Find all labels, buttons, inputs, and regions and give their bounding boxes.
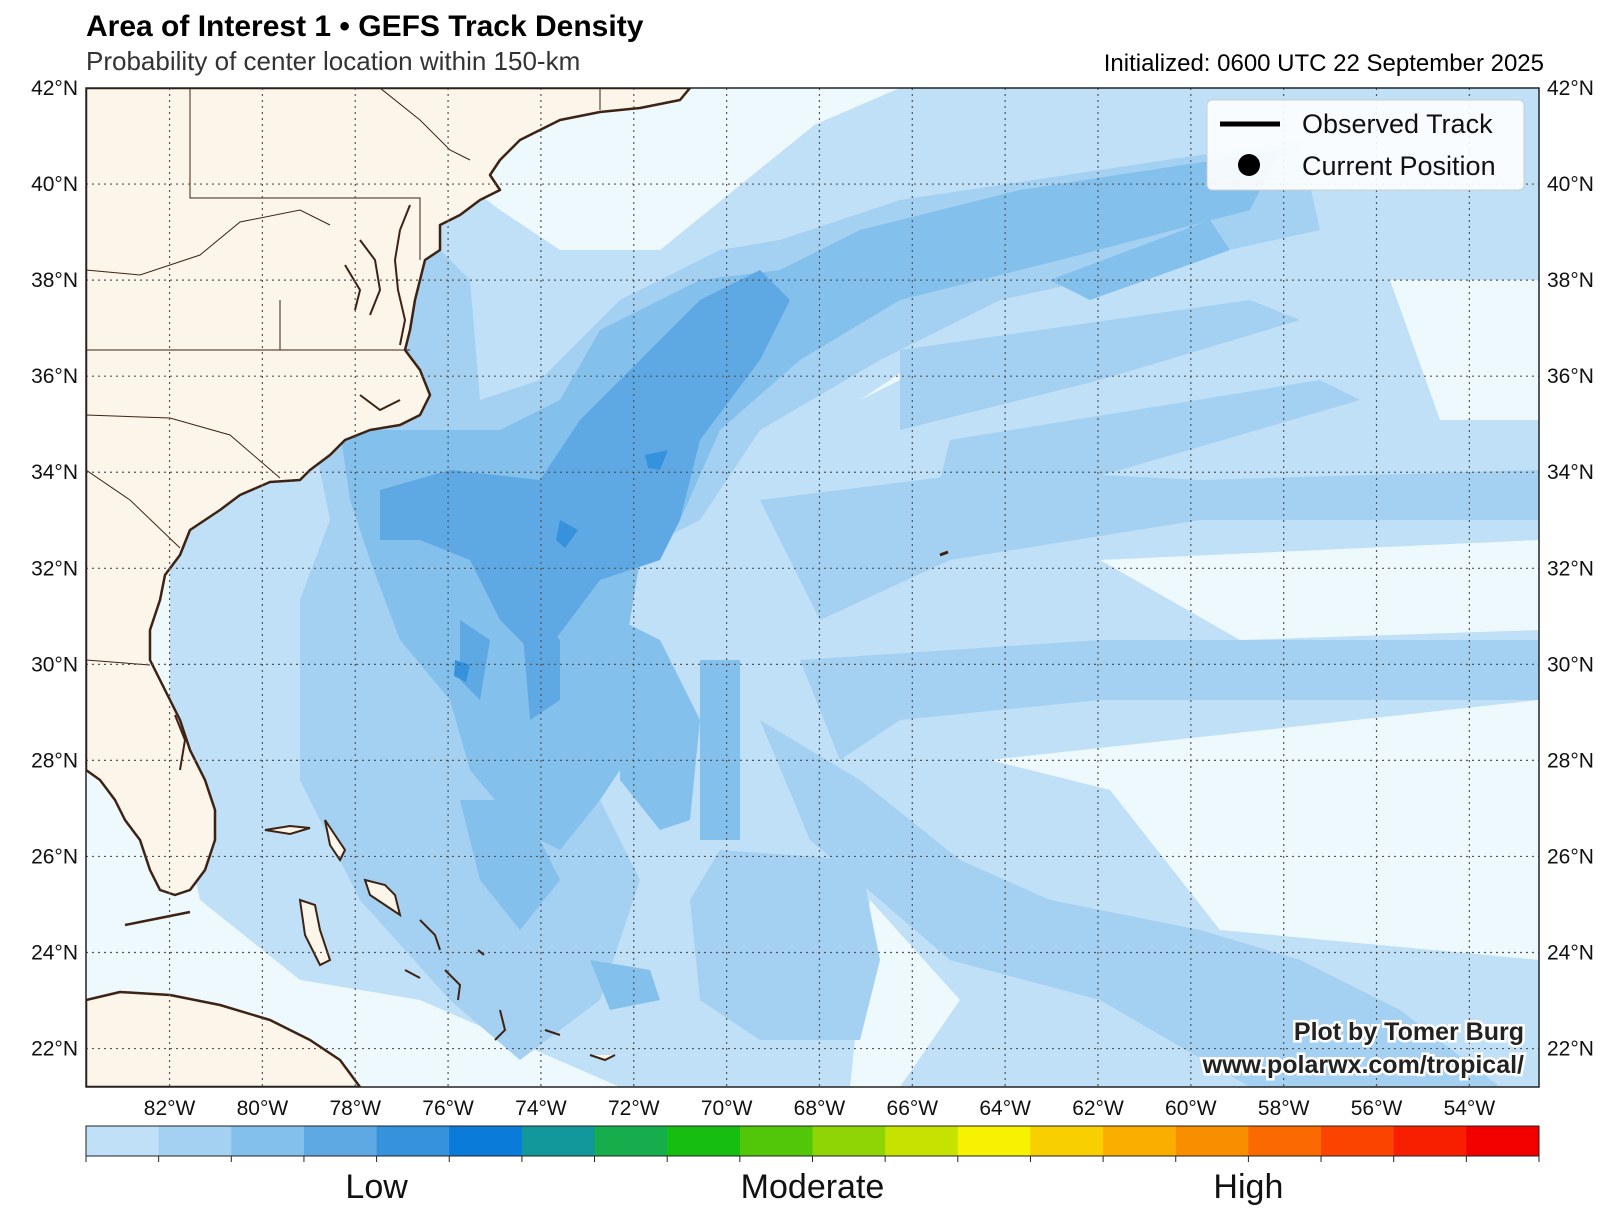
lat-tick-label: 34°N: [1547, 461, 1594, 484]
colorbar-swatch: [739, 1126, 813, 1156]
lon-tick-label: 62°W: [1072, 1097, 1124, 1120]
lon-tick-label: 60°W: [1165, 1097, 1217, 1120]
colorbar-swatch: [86, 1126, 160, 1156]
land-masses: [86, 88, 692, 1087]
colorbar: [85, 1125, 1540, 1162]
lon-tick-label: 70°W: [701, 1097, 753, 1120]
lon-tick-label: 76°W: [422, 1097, 474, 1120]
lat-tick-label: 32°N: [1547, 557, 1594, 580]
colorbar-swatch: [158, 1126, 232, 1156]
density-level-5: [454, 450, 668, 682]
legend-box: [1206, 99, 1525, 191]
lat-tick-label: 38°N: [1547, 269, 1594, 292]
lon-tick-label: 64°W: [979, 1097, 1031, 1120]
colorbar-swatch: [812, 1126, 886, 1156]
lat-tick-label: 22°N: [31, 1038, 78, 1061]
colorbar-swatch: [957, 1126, 1031, 1156]
lat-tick-label: 26°N: [1547, 845, 1594, 868]
lon-tick-label: 72°W: [608, 1097, 660, 1120]
bahamas: [264, 819, 616, 1062]
lon-tick-label: 66°W: [887, 1097, 939, 1120]
colorbar-swatch: [885, 1126, 959, 1156]
lat-tick-label: 42°N: [1547, 77, 1594, 100]
legend-current-position: Current Position: [1302, 151, 1496, 181]
lon-tick-label: 68°W: [794, 1097, 846, 1120]
density-level-4: [380, 270, 790, 720]
colorbar-swatch: [521, 1126, 596, 1156]
colorbar-swatch: [1030, 1126, 1104, 1156]
lon-tick-label: 82°W: [144, 1097, 196, 1120]
lon-tick-label: 54°W: [1444, 1097, 1496, 1120]
lon-tick-label: 56°W: [1351, 1097, 1403, 1120]
lat-labels-right: 42°N 40°N 38°N 36°N 34°N 32°N 30°N 28°N 26°N 24°N…: [1547, 77, 1594, 1061]
state-borders: [86, 88, 601, 666]
lat-tick-label: 24°N: [1547, 942, 1594, 965]
lat-tick-label: 38°N: [31, 269, 78, 292]
lat-tick-label: 36°N: [31, 365, 78, 388]
colorbar-swatch: [1393, 1126, 1467, 1156]
lon-tick-label: 80°W: [237, 1097, 289, 1120]
lon-tick-label: 58°W: [1258, 1097, 1310, 1120]
lat-tick-label: 24°N: [31, 942, 78, 965]
gridlines: [86, 88, 1539, 1087]
legend-observed-track: Observed Track: [1302, 109, 1493, 139]
lon-labels-bottom: 82°W 80°W 78°W 76°W 74°W 72°W 70°W 68°W 66°W 64°W…: [144, 1097, 1496, 1120]
lat-tick-label: 30°N: [31, 653, 78, 676]
chart-subtitle: Probability of center location within 15…: [86, 46, 581, 76]
chart-title: Area of Interest 1 • GEFS Track Density: [86, 10, 644, 43]
lat-tick-label: 22°N: [1547, 1038, 1594, 1061]
colorbar-swatch: [1103, 1126, 1177, 1156]
colorbar-swatch: [376, 1126, 450, 1156]
lat-tick-label: 28°N: [31, 749, 78, 772]
lat-tick-label: 40°N: [31, 173, 78, 196]
colorbar-swatch: [667, 1126, 741, 1156]
map-frame: [85, 87, 1540, 1088]
colorbar-swatch: [1466, 1126, 1540, 1156]
colorbar-label: Low: [345, 1168, 408, 1206]
bay-detail: [174, 204, 411, 771]
lat-labels-left: 42°N 40°N 38°N 36°N 34°N 32°N 30°N 28°N 26°N 24°N…: [31, 77, 78, 1061]
colorbar-swatch: [1175, 1126, 1249, 1156]
colorbar-swatch: [1321, 1126, 1395, 1156]
initialized-time: Initialized: 0600 UTC 22 September 2025: [1103, 50, 1544, 77]
colorbar-label: Moderate: [741, 1168, 885, 1206]
lat-tick-label: 36°N: [1547, 365, 1594, 388]
colorbar-label: High: [1213, 1168, 1283, 1206]
lon-tick-label: 78°W: [329, 1097, 381, 1120]
credit-url: www.polarwx.com/tropical/: [1202, 1051, 1524, 1079]
credit-author: Plot by Tomer Burg: [1294, 1018, 1524, 1046]
colorbar-swatch: [1248, 1126, 1322, 1156]
lon-tick-label: 74°W: [515, 1097, 567, 1120]
lat-tick-label: 32°N: [31, 557, 78, 580]
legend: Observed Track Current Position: [1206, 99, 1525, 191]
lat-tick-label: 34°N: [31, 461, 78, 484]
current-position-swatch: [1238, 154, 1260, 176]
colorbar-swatch: [303, 1126, 378, 1156]
colorbar-swatch: [231, 1126, 305, 1156]
colorbar-swatch: [594, 1126, 668, 1156]
lat-tick-label: 26°N: [31, 845, 78, 868]
colorbar-labels: Low Moderate High: [345, 1168, 1283, 1206]
lat-tick-label: 28°N: [1547, 749, 1594, 772]
bermuda: [939, 550, 949, 557]
colorbar-swatch: [449, 1126, 523, 1156]
lat-tick-label: 42°N: [31, 77, 78, 100]
lat-tick-label: 40°N: [1547, 173, 1594, 196]
lat-tick-label: 30°N: [1547, 653, 1594, 676]
